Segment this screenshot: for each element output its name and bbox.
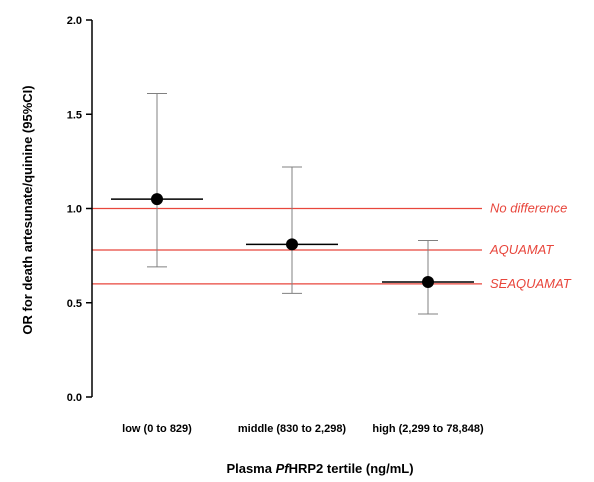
x-axis-title-part-2: HRP2 tertile (ng/mL): [289, 461, 414, 476]
x-axis-ticks: low (0 to 829) middle (830 to 2,298) high …: [122, 423, 484, 435]
estimate-point-2: [422, 276, 434, 289]
error-bars: [147, 93, 438, 315]
data-points: [111, 193, 474, 289]
y-axis-title: OR for death artesunate/quinine (95%CI): [20, 85, 35, 334]
x-axis-title: Plasma PfHRP2 tertile (ng/mL): [226, 461, 413, 476]
y-tick-label-0: 0.0: [67, 392, 82, 404]
y-tick-label-1: 0.5: [67, 298, 82, 310]
estimate-point-0: [151, 193, 163, 206]
reference-label-0: No difference: [490, 201, 567, 216]
x-tick-label-0: low (0 to 829): [122, 423, 192, 435]
reference-label-2: SEAQUAMAT: [490, 276, 572, 291]
x-axis-title-italic: Pf: [276, 461, 291, 476]
y-tick-label-3: 1.5: [67, 109, 82, 121]
y-tick-label-4: 2.0: [67, 15, 82, 27]
reference-label-1: AQUAMAT: [489, 242, 554, 257]
x-tick-label-2: high (2,299 to 78,848): [372, 423, 484, 435]
y-tick-label-2: 1.0: [67, 204, 82, 216]
estimate-point-1: [286, 238, 298, 251]
reference-lines: No difference AQUAMAT SEAQUAMAT: [92, 201, 572, 291]
x-tick-label-1: middle (830 to 2,298): [238, 423, 347, 435]
y-axis-ticks: 0.0 0.5 1.0 1.5 2.0: [67, 15, 92, 404]
x-axis-title-part-1: Plasma: [226, 461, 275, 476]
